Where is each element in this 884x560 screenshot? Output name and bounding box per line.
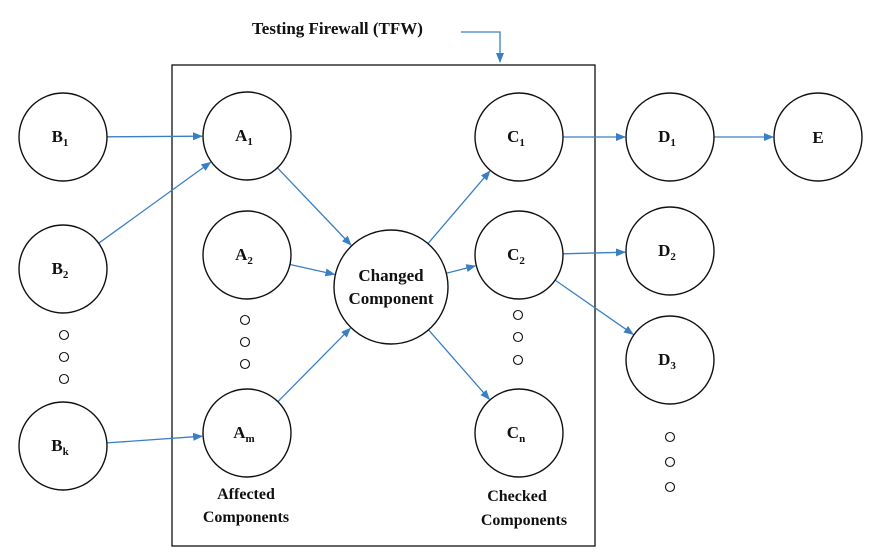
node-A1: A1 [202,91,292,181]
edge-C2-to-D2 [562,248,626,257]
node-D1: D1 [625,92,715,182]
svg-text:A1: A1 [235,126,253,148]
edge-B1-to-A1 [106,132,203,141]
edge-Am-to-CC [277,327,352,403]
node-D3: D3 [625,315,715,405]
node-C1: C1 [474,92,564,182]
node-C2: C2 [474,210,564,300]
node-Bk: Bk [18,401,108,491]
svg-text:C1: C1 [507,127,525,149]
diagram-title: Testing Firewall (TFW) [252,19,423,38]
affected-components-label-line2: Components [203,509,289,526]
ellipsis-dots-a [239,314,251,370]
svg-text:Component: Component [348,289,433,308]
edge-Bk-to-Am [106,432,204,444]
checked-components-label-line1: Checked [487,488,547,505]
svg-text:Cn: Cn [507,423,525,445]
node-changed-component: Changed Component [333,229,449,345]
node-A2: A2 [202,210,292,300]
svg-text:Bk: Bk [51,436,69,458]
svg-text:D1: D1 [658,127,676,149]
edge-A2-to-CC [289,263,336,277]
firewall-boundary [171,64,596,547]
svg-text:E: E [812,128,823,147]
node-D2: D2 [625,206,715,296]
edge-CC-to-C2 [446,264,477,274]
svg-text:D2: D2 [658,241,676,263]
svg-text:B2: B2 [52,259,69,281]
ellipsis-dots-d [664,431,676,493]
ellipsis-dots-c [512,309,524,366]
edge-CC-to-C1 [427,170,491,245]
svg-text:A2: A2 [235,245,253,267]
checked-components-label-line2: Components [481,512,567,529]
svg-text:B1: B1 [52,127,69,149]
title-pointer-arrow [461,31,504,63]
node-Am: Am [202,388,292,478]
node-Cn: Cn [474,388,564,478]
edge-A1-to-CC [276,167,352,246]
affected-components-label-line1: Affected [217,486,275,503]
svg-text:Am: Am [233,423,254,445]
svg-text:C2: C2 [507,245,525,267]
ellipsis-dots-b [58,329,70,385]
edge-CC-to-Cn [428,329,490,400]
svg-text:Changed: Changed [358,266,424,285]
edge-C2-to-D3 [554,279,634,335]
node-B1: B1 [18,92,108,182]
svg-text:D3: D3 [658,350,676,372]
node-E: E [773,92,863,182]
edge-B2-to-A1 [98,161,212,244]
node-B2: B2 [18,224,108,314]
edges-layer [98,132,774,444]
